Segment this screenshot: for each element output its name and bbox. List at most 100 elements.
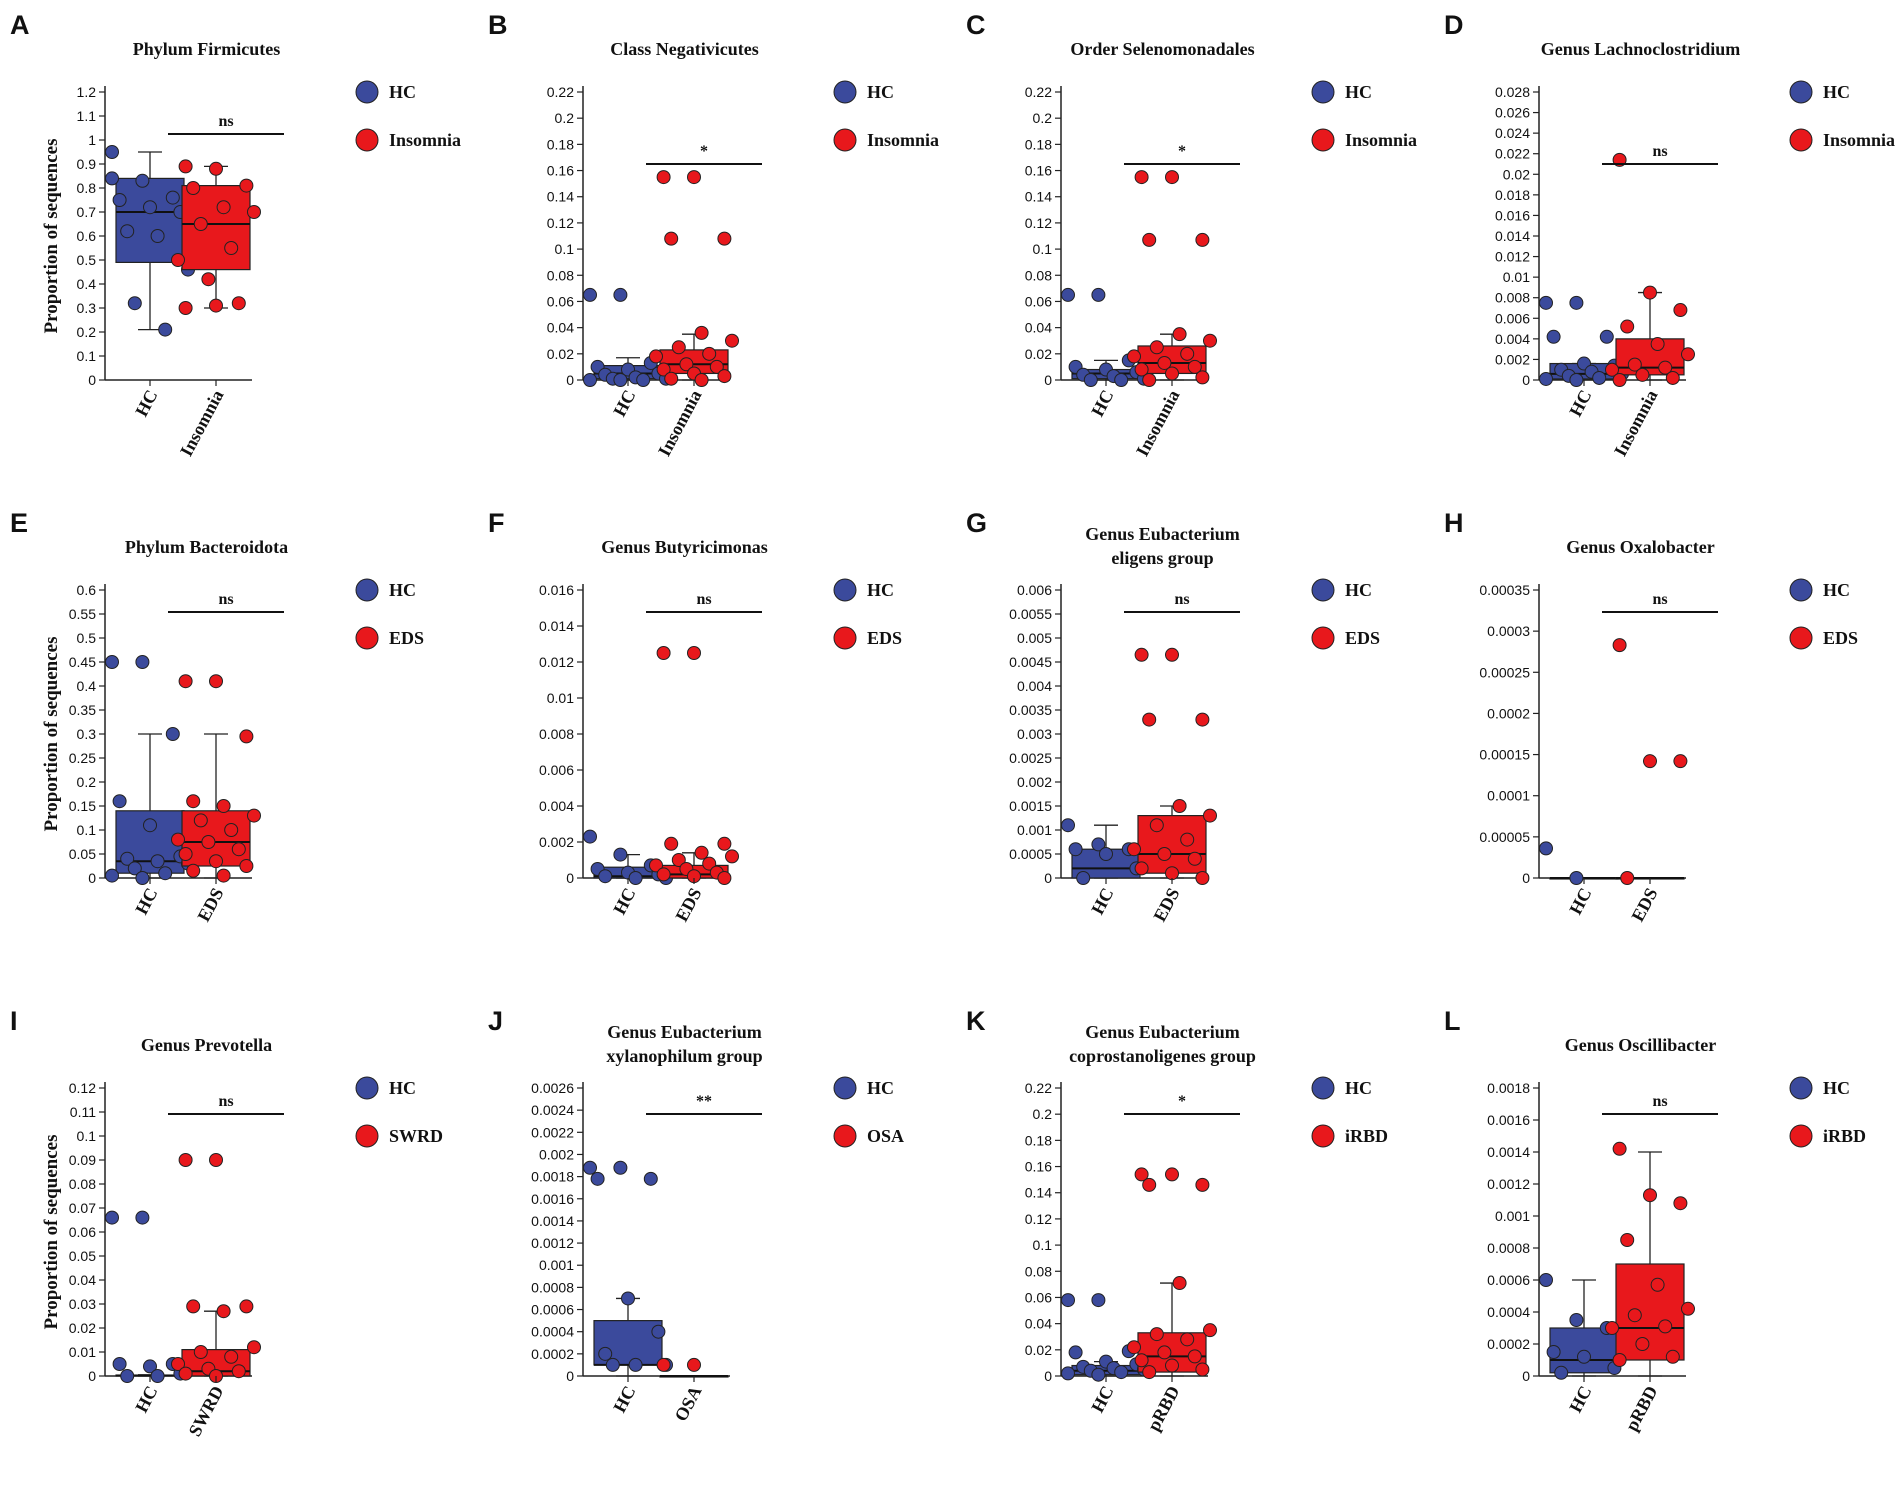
legend-marker-hc	[355, 1076, 379, 1100]
data-point-eds	[1134, 647, 1149, 662]
legend-marker-hc	[355, 578, 379, 602]
legend-label-hc: HC	[1823, 1078, 1850, 1098]
y-tick-label: 0	[1044, 870, 1052, 886]
y-tick-label: 0.5	[77, 630, 97, 646]
data-point-prbd	[1187, 1349, 1202, 1364]
data-point-hc	[1599, 329, 1614, 344]
y-tick-label: 0.12	[547, 215, 574, 231]
y-tick-label: 0.05	[69, 1248, 96, 1264]
data-point-hc	[105, 171, 119, 186]
y-tick-label: 0.0014	[531, 1213, 574, 1229]
data-point-insomnia	[1627, 357, 1642, 372]
y-tick-label: 0.12	[1025, 1211, 1052, 1227]
data-point-hc	[583, 373, 597, 387]
data-point-insomnia	[671, 340, 686, 355]
panel-letter: G	[966, 508, 987, 538]
data-point-eds	[1127, 842, 1141, 857]
data-point-hc	[643, 1171, 658, 1186]
y-tick-label: 0.1	[555, 241, 575, 257]
legend-label-eds: EDS	[1345, 628, 1380, 648]
legend-marker-hc	[1789, 1076, 1813, 1100]
data-point-hc	[1569, 1313, 1584, 1327]
legend-label-hc: HC	[1823, 580, 1850, 600]
y-tick-label: 0.0018	[1487, 1080, 1530, 1096]
data-point-hc	[613, 287, 628, 302]
chart-panel-a: A Phylum Firmicutes Proportion of sequence…	[10, 10, 461, 459]
y-tick-label: 0.35	[69, 702, 96, 718]
data-point-insomnia	[1620, 319, 1635, 334]
data-point-insomnia	[1643, 285, 1657, 300]
data-point-insomnia	[1195, 232, 1210, 247]
x-tick-label: pRBD	[1621, 1382, 1661, 1434]
legend-label-osa: OSA	[867, 1126, 904, 1146]
data-point-hc	[105, 145, 119, 159]
data-point-eds	[717, 836, 732, 851]
significance-label: ns	[218, 1093, 233, 1110]
significance-label: **	[696, 1093, 712, 1110]
data-point-insomnia	[656, 170, 671, 185]
chart-title: Genus Prevotella	[141, 1035, 272, 1055]
y-tick-label: 0.16	[1025, 1159, 1052, 1175]
data-point-hc	[105, 868, 119, 883]
y-tick-label: 0.00015	[1479, 747, 1530, 763]
data-point-prbd	[1203, 1323, 1217, 1338]
x-tick-label: HC	[131, 884, 161, 917]
y-tick-label: 0.006	[1017, 582, 1052, 598]
data-point-hc	[1068, 842, 1083, 857]
data-point-eds	[717, 871, 732, 885]
y-tick-label: 0.0025	[1009, 750, 1052, 766]
y-tick-label: 0.6	[77, 228, 97, 244]
data-point-swrd	[239, 1299, 254, 1314]
panel-letter: C	[966, 10, 986, 40]
y-tick-label: 0.016	[539, 582, 574, 598]
y-tick-label: 0.18	[547, 136, 574, 152]
data-point-hc	[127, 296, 142, 311]
data-point-insomnia	[687, 170, 701, 185]
data-point-prbd	[1681, 1301, 1695, 1316]
y-tick-label: 0.024	[1495, 125, 1530, 141]
y-tick-label: 0.05	[69, 846, 96, 862]
significance-label: ns	[218, 591, 233, 608]
data-point-prbd	[1658, 1319, 1673, 1334]
y-tick-label: 0	[1044, 1368, 1052, 1384]
data-point-osa	[656, 1357, 671, 1372]
data-point-hc	[1569, 295, 1584, 310]
legend-label-hc: HC	[1345, 82, 1372, 102]
y-tick-label: 0.028	[1495, 84, 1530, 100]
data-point-insomnia	[216, 200, 231, 215]
legend-label-irbd: iRBD	[1823, 1126, 1866, 1146]
y-tick-label: 0.3	[77, 300, 97, 316]
data-point-hc	[1114, 1365, 1129, 1380]
data-point-prbd	[1620, 1233, 1635, 1247]
legend-marker-eds	[833, 626, 857, 650]
data-point-insomnia	[1180, 346, 1195, 361]
significance-label: ns	[1174, 591, 1189, 608]
y-tick-label: 0.2	[77, 774, 97, 790]
data-point-hc	[605, 1357, 620, 1372]
data-point-prbd	[1612, 1353, 1627, 1367]
data-point-hc	[105, 655, 119, 669]
y-tick-label: 0.002	[539, 1146, 574, 1162]
y-tick-label: 0.2	[555, 110, 575, 126]
y-tick-label: 0.02	[69, 1320, 96, 1336]
chart-title: Genus Oscillibacter	[1565, 1035, 1717, 1055]
y-tick-label: 0.09	[69, 1152, 96, 1168]
significance-label: ns	[1652, 143, 1667, 160]
data-point-eds	[664, 836, 679, 851]
data-point-hc	[613, 373, 628, 387]
y-tick-label: 0.7	[77, 204, 97, 220]
data-point-hc	[135, 655, 150, 669]
data-point-eds	[239, 859, 254, 873]
data-point-eds	[178, 674, 193, 689]
x-tick-label: HC	[609, 884, 639, 917]
data-point-swrd	[224, 1349, 239, 1364]
data-point-prbd	[1149, 1327, 1164, 1342]
data-point-hc	[150, 854, 165, 869]
legend-marker-insomnia	[833, 128, 857, 152]
panel-letter: L	[1444, 1006, 1461, 1036]
y-tick-label: 0.02	[547, 346, 574, 362]
y-tick-label: 0.022	[1495, 146, 1530, 162]
data-point-hc	[1083, 373, 1098, 387]
y-tick-label: 0.08	[1025, 267, 1052, 283]
significance-label: ns	[1652, 591, 1667, 608]
